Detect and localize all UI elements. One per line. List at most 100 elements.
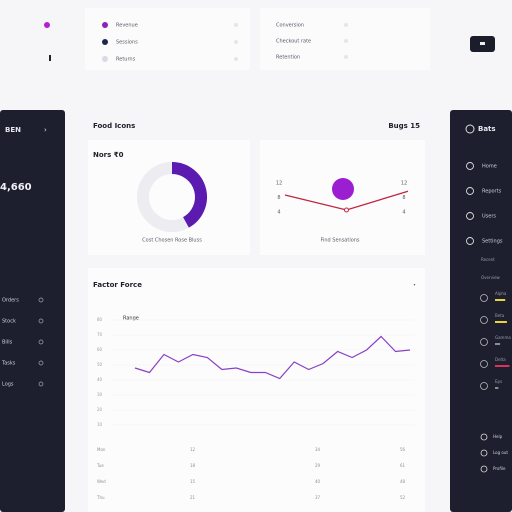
progress-icon: [480, 316, 488, 324]
nav-icon: [38, 381, 44, 387]
progress-bar: [495, 365, 510, 367]
table-cell: Wed: [97, 479, 106, 484]
main-title: Food Icons: [93, 122, 135, 130]
table-cell: 18: [190, 463, 196, 468]
section-label: Overview: [481, 275, 501, 280]
nav-item: Reports: [482, 189, 502, 195]
stat-label: Retention: [276, 55, 300, 61]
table-cell: 34: [315, 447, 321, 452]
spark-caption: Find Sensations: [320, 238, 359, 244]
legend-dot: [102, 56, 108, 62]
progress-icon: [480, 382, 488, 390]
legend-toggle: [234, 23, 238, 27]
y-tick-label: 40: [97, 377, 103, 382]
main-badge: Bugs 15: [388, 122, 420, 130]
nav-item: Tasks: [1, 361, 16, 367]
status-dot: [44, 22, 50, 28]
table-cell: 56: [400, 447, 406, 452]
progress-label: Eps: [495, 379, 502, 384]
progress-label: Beta: [495, 313, 505, 318]
donut-caption: Cost Chosen Rose Bluss: [142, 238, 202, 244]
progress-icon: [480, 360, 488, 368]
nav-icon: [38, 297, 44, 303]
menu-dot[interactable]: •: [413, 283, 416, 289]
progress-bar: [495, 299, 506, 301]
nav-item: Stock: [2, 319, 16, 325]
nav-item: Users: [482, 214, 496, 220]
table-cell: 12: [190, 447, 196, 452]
stat-toggle: [344, 39, 348, 43]
legend-dot: [102, 39, 108, 45]
footer-icon: [480, 433, 488, 441]
stat-toggle: [344, 23, 348, 27]
y-tick-label: 70: [97, 332, 103, 337]
spark-axis-label: 12: [401, 181, 407, 187]
trend-line: [134, 335, 411, 380]
progress-icon: [480, 294, 488, 302]
table-cell: Thu: [96, 495, 105, 500]
nav-item: Settings: [482, 239, 503, 245]
nav-icon: [38, 318, 44, 324]
spark-axis-label: 4: [277, 210, 280, 216]
footer-icon: [480, 449, 488, 457]
nav-icon: [466, 237, 474, 245]
table-cell: 15: [190, 479, 196, 484]
sidebar-total: 4,660: [0, 182, 32, 193]
spark-highlight: [332, 178, 354, 200]
donut-arc: [171, 162, 207, 228]
progress-label: Gamma: [495, 335, 511, 340]
nav-item: Logs: [2, 382, 14, 388]
table-cell: 40: [315, 479, 321, 484]
legend-card: [85, 8, 250, 70]
legend-label: Revenue: [116, 23, 138, 29]
button-icon: [480, 42, 485, 45]
nav-icon: [466, 187, 474, 195]
trend-legend: Range: [123, 316, 139, 322]
donut-panel: [88, 140, 250, 255]
nav-icon: [38, 360, 44, 366]
sidebar-title: BEN: [5, 126, 21, 134]
stat-toggle: [344, 55, 348, 59]
trend-title: Factor Force: [93, 281, 142, 289]
footer-icon: [480, 465, 488, 473]
table-cell: 37: [315, 495, 321, 500]
progress-bar: [495, 321, 507, 323]
chevron: ›: [44, 126, 47, 134]
y-tick-label: 30: [97, 392, 103, 397]
nav-icon: [466, 162, 474, 170]
spark-axis-label: 4: [402, 210, 405, 216]
y-tick-label: 80: [97, 317, 103, 322]
progress-label: Alpha: [495, 291, 507, 296]
y-tick-label: 20: [97, 407, 103, 412]
spark-axis-label: 8: [402, 195, 405, 201]
nav-item: Orders: [2, 298, 19, 304]
y-tick-label: 10: [97, 422, 103, 427]
section-label: Recent: [481, 257, 495, 262]
nav-item: Bills: [2, 340, 13, 346]
footer-item: Log out: [493, 450, 508, 455]
nav-item: Home: [482, 164, 497, 170]
y-tick-label: 50: [97, 362, 103, 367]
footer-item: Help: [493, 434, 503, 439]
legend-dot: [102, 22, 108, 28]
cursor: [49, 55, 51, 61]
progress-bar: [495, 387, 499, 389]
table-cell: Tue: [96, 463, 104, 468]
trend-panel: [88, 268, 425, 512]
spark-axis-label: 12: [276, 181, 282, 187]
progress-label: Delta: [495, 357, 506, 362]
progress-icon: [480, 338, 488, 346]
legend-toggle: [234, 40, 238, 44]
table-cell: 29: [315, 463, 321, 468]
table-cell: Mon: [97, 447, 106, 452]
donut-title: Nors ₹0: [93, 151, 124, 159]
right-title: Bats: [478, 125, 496, 133]
table-cell: 61: [400, 463, 406, 468]
legend-label: Returns: [116, 57, 136, 63]
legend-label: Sessions: [116, 40, 138, 46]
nav-icon: [38, 339, 44, 345]
spark-point: [344, 207, 349, 213]
nav-icon: [466, 212, 474, 220]
